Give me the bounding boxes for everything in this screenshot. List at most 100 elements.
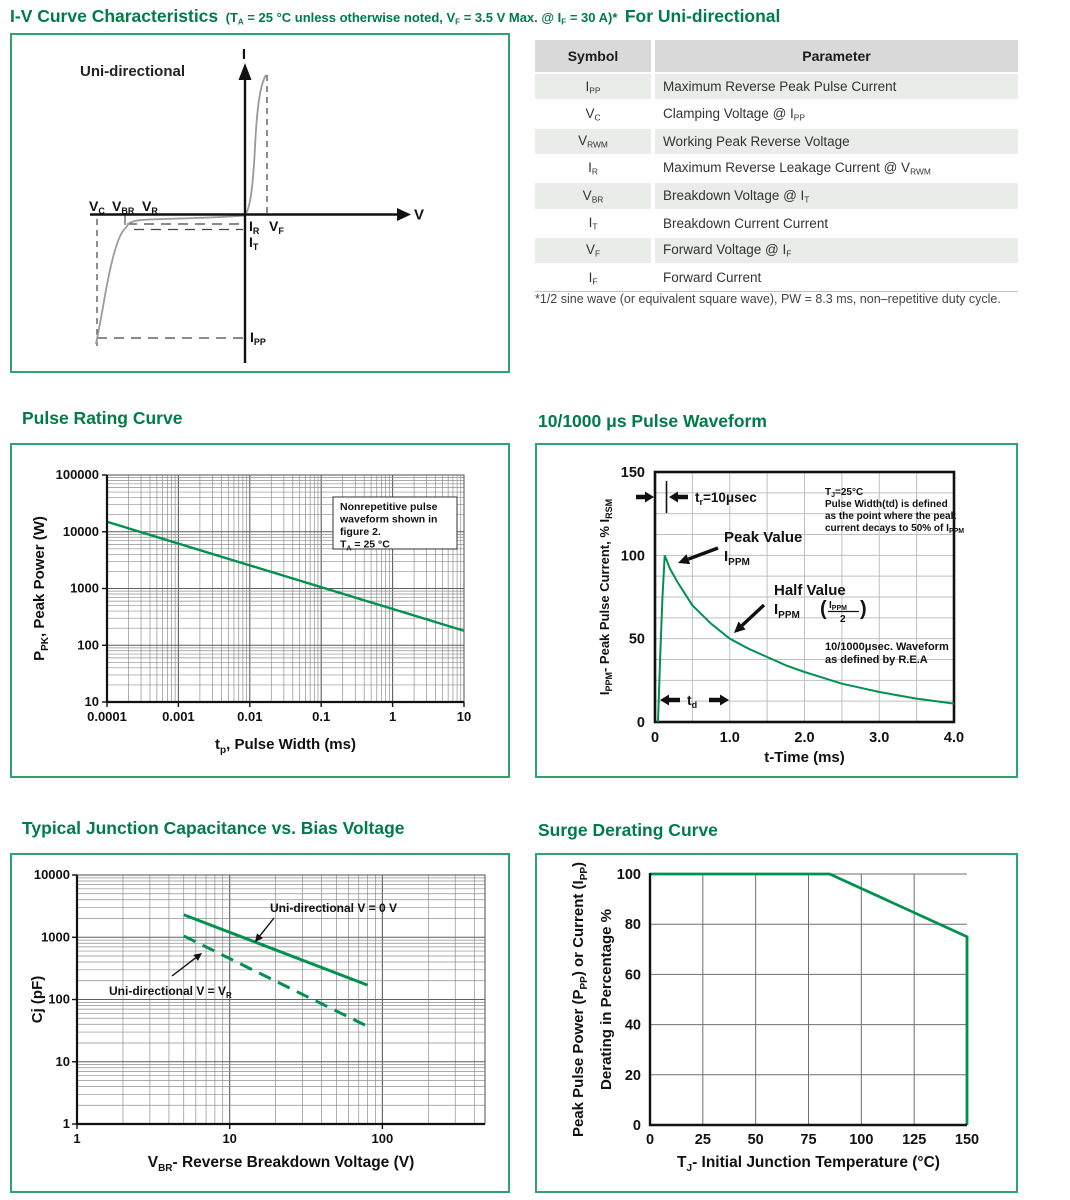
- half-value-label: Half Value: [774, 582, 846, 599]
- parameter-cell: Maximum Reverse Peak Pulse Current: [655, 72, 1018, 100]
- x-tick-label: 1: [389, 709, 396, 724]
- x-axis-label: TJ- Initial Junction Temperature (°C): [677, 1154, 940, 1174]
- iv-forward-curve: [244, 74, 267, 215]
- x-tick-label: 0: [646, 1132, 654, 1148]
- x-tick-label: 75: [800, 1132, 816, 1148]
- annotation-line: waveform shown in: [339, 514, 437, 526]
- x-tick-label: 0: [651, 730, 659, 746]
- parameter-cell: Breakdown Current Current: [655, 208, 1018, 236]
- vbr-label: VBR: [112, 198, 135, 216]
- y-axis-label: Cj (pF): [29, 976, 46, 1023]
- page-title-note: (TA = 25 °C unless otherwise noted, VF =…: [225, 10, 618, 27]
- y-axis-label: IPPM- Peak Pulse Current, % IRSM: [597, 499, 614, 695]
- surge-derating-chart: 0 20 40 60 80 100 0 25 50 75 100 125 150 TJ- Initial …: [535, 853, 1018, 1193]
- symbol-cell: IT: [535, 208, 655, 236]
- x-tick-label: 0.1: [312, 709, 330, 724]
- iv-diagram-svg: I V Uni-directional VC VBR VR IR VF IT IPP: [80, 46, 424, 363]
- y-tick-label: 100000: [56, 467, 99, 482]
- pulse-rating-chart: 10 100 1000 10000 100000 0.0001 0.001 0.01 0.1 1 1…: [10, 443, 510, 778]
- x-tick-label: 25: [695, 1132, 711, 1148]
- section-heading-pulse-waveform: 10/1000 μs Pulse Waveform: [538, 411, 767, 431]
- paren-open: (: [820, 598, 827, 620]
- y-tick-label: 50: [629, 632, 645, 648]
- y-tick-label: 10: [85, 694, 99, 709]
- column-header-symbol: Symbol: [535, 40, 655, 72]
- symbol-cell: VBR: [535, 181, 655, 209]
- parameter-cell: Forward Current: [655, 263, 1018, 292]
- table-row: VF Forward Voltage @ IF: [535, 235, 1018, 264]
- annotation-line: TA = 25 °C: [340, 539, 390, 553]
- section-heading-surge-derating: Surge Derating Curve: [538, 820, 718, 840]
- column-header-parameter: Parameter: [655, 40, 1018, 72]
- it-label: IT: [249, 234, 259, 252]
- y-tick-label: 10000: [34, 867, 70, 882]
- section-heading-pulse-rating: Pulse Rating Curve: [22, 408, 183, 428]
- rea-note-line: as defined by R.E.A: [825, 654, 928, 666]
- cj-dashed-line: [183, 934, 369, 1028]
- pulse-rating-line: [106, 520, 465, 632]
- parameter-table: Symbol Parameter IPP Maximum Reverse Peak…: [535, 40, 1018, 292]
- annotation-line: figure 2.: [340, 526, 381, 538]
- page-title-suffix: For Uni-directional: [624, 6, 781, 26]
- x-tick-label: 10: [222, 1131, 236, 1146]
- diagram-type-label: Uni-directional: [80, 63, 185, 80]
- x-tick-label: 2.0: [794, 730, 814, 746]
- parameter-cell: Breakdown Voltage @ IT: [655, 181, 1018, 209]
- x-tick-label: 100: [849, 1132, 873, 1148]
- x-axis-label: VBR- Reverse Breakdown Voltage (V): [148, 1154, 415, 1174]
- symbol-cell: IF: [535, 263, 655, 292]
- pulse-waveform-svg: 0 50 100 150 0 1.0 2.0 3.0 4.0 t-Time (ms) IPPM- P…: [597, 465, 964, 766]
- y-tick-label: 0: [637, 715, 645, 731]
- y-tick-label: 80: [625, 917, 641, 933]
- series-label-v0: Uni-directional V = 0 V: [270, 901, 397, 915]
- rea-note-line: 10/1000μsec. Waveform: [825, 641, 949, 653]
- x-tick-label: 1: [73, 1131, 80, 1146]
- pulse-waveform-line: [656, 554, 955, 723]
- iv-curve-panel: I V Uni-directional VC VBR VR IR VF IT IPP: [10, 33, 510, 373]
- tj-note-line: TJ=25°C: [825, 487, 863, 499]
- table-footnote: *1/2 sine wave (or equivalent square wav…: [535, 292, 1001, 306]
- section-heading-junction-capacitance: Typical Junction Capacitance vs. Bias Vo…: [22, 818, 405, 838]
- page-title-main: I-V Curve Characteristics: [10, 6, 219, 26]
- table-row: VBR Breakdown Voltage @ IT: [535, 181, 1018, 209]
- table-header-row: Symbol Parameter: [535, 40, 1018, 72]
- x-axis-label: t-Time (ms): [764, 749, 845, 766]
- x-tick-label: 0.0001: [87, 709, 127, 724]
- table-row: IR Maximum Reverse Leakage Current @ VRWM: [535, 153, 1018, 182]
- v-axis-label: V: [414, 207, 424, 224]
- x-tick-label: 10: [457, 709, 471, 724]
- vf-label: VF: [269, 218, 284, 236]
- series-label-vr: Uni-directional V = VR: [109, 984, 232, 1000]
- surge-derating-svg: 0 20 40 60 80 100 0 25 50 75 100 125 150 TJ- Initial …: [570, 862, 979, 1174]
- symbol-cell: VRWM: [535, 126, 655, 154]
- symbol-cell: IR: [535, 153, 655, 182]
- pulse-rating-svg: 10 100 1000 10000 100000 0.0001 0.001 0.01 0.1 1 1…: [31, 467, 471, 756]
- y-axis-label-line2: Derating in Percentage %: [598, 909, 615, 1090]
- i-axis-label: I: [242, 46, 246, 63]
- tj-note-line: as the point where the peak: [825, 511, 957, 522]
- junction-capacitance-svg: 1 10 100 1000 10000 1 10 100 VBR- Reverse Breakd…: [29, 867, 486, 1174]
- x-tick-label: 50: [748, 1132, 764, 1148]
- derating-line: [650, 872, 969, 1125]
- table-row: VRWM Working Peak Reverse Voltage: [535, 126, 1018, 154]
- vr-label: VR: [142, 198, 158, 216]
- cj-solid-line: [183, 913, 369, 987]
- junction-capacitance-chart: 1 10 100 1000 10000 1 10 100 VBR- Reverse Breakd…: [10, 853, 510, 1193]
- parameter-cell: Maximum Reverse Leakage Current @ VRWM: [655, 153, 1018, 182]
- table-row: IT Breakdown Current Current: [535, 208, 1018, 236]
- peak-value-label: Peak Value: [724, 529, 802, 546]
- symbol-cell: VF: [535, 235, 655, 264]
- half-value-symbol: IPPM: [774, 601, 800, 621]
- x-tick-label: 125: [902, 1132, 926, 1148]
- x-tick-label: 0.001: [162, 709, 195, 724]
- y-tick-label: 20: [625, 1068, 641, 1084]
- table-row: IF Forward Current: [535, 263, 1018, 292]
- y-axis-label: PPK, Peak Power (W): [31, 516, 51, 661]
- y-tick-label: 10000: [63, 524, 99, 539]
- peak-value-symbol: IPPM: [724, 548, 750, 568]
- pulse-waveform-chart: 0 50 100 150 0 1.0 2.0 3.0 4.0 t-Time (ms) IPPM- P…: [535, 443, 1018, 778]
- x-axis-label: tp, Pulse Width (ms): [215, 736, 356, 756]
- fraction-numerator: IPPM: [829, 600, 847, 612]
- x-tick-label: 0.01: [237, 709, 262, 724]
- annotation-line: Nonrepetitive pulse: [340, 501, 438, 513]
